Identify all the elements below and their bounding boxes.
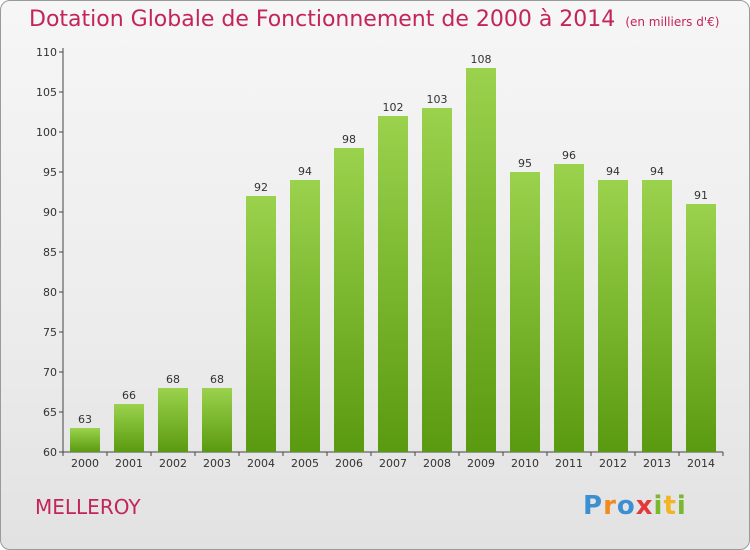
value-label-2014: 91 <box>694 189 708 202</box>
x-tick-label-2014: 2014 <box>687 457 715 470</box>
proxiti-logo: Proxiti <box>583 491 687 521</box>
x-tick-label-2000: 2000 <box>71 457 99 470</box>
bar-2004 <box>246 196 276 452</box>
x-tick-label-2005: 2005 <box>291 457 319 470</box>
value-label-2007: 102 <box>383 101 404 114</box>
value-label-2000: 63 <box>78 413 92 426</box>
x-tick-label-2001: 2001 <box>115 457 143 470</box>
value-label-2004: 92 <box>254 181 268 194</box>
bar-2005 <box>290 180 320 452</box>
bar-2007 <box>378 116 408 452</box>
value-label-2011: 96 <box>562 149 576 162</box>
value-label-2010: 95 <box>518 157 532 170</box>
x-tick-label-2007: 2007 <box>379 457 407 470</box>
x-tick-label-2013: 2013 <box>643 457 671 470</box>
chart-title: Dotation Globale de Fonctionnement de 20… <box>29 7 719 32</box>
x-tick-label-2004: 2004 <box>247 457 275 470</box>
y-tick-label: 70 <box>43 366 57 379</box>
x-tick-label-2012: 2012 <box>599 457 627 470</box>
x-tick-label-2006: 2006 <box>335 457 363 470</box>
y-tick-label: 105 <box>36 86 57 99</box>
bar-2011 <box>554 164 584 452</box>
x-tick-label-2002: 2002 <box>159 457 187 470</box>
x-tick-label-2009: 2009 <box>467 457 495 470</box>
value-label-2003: 68 <box>210 373 224 386</box>
bar-2013 <box>642 180 672 452</box>
y-tick-label: 85 <box>43 246 57 259</box>
x-tick-label-2010: 2010 <box>511 457 539 470</box>
chart-title-unit: (en milliers d'€) <box>625 15 720 29</box>
x-tick-label-2011: 2011 <box>555 457 583 470</box>
y-tick-label: 60 <box>43 446 57 459</box>
value-label-2006: 98 <box>342 133 356 146</box>
bar-2001 <box>114 404 144 452</box>
value-label-2005: 94 <box>298 165 312 178</box>
x-tick-label-2008: 2008 <box>423 457 451 470</box>
chart-title-main: Dotation Globale de Fonctionnement de 20… <box>29 7 616 32</box>
bar-2002 <box>158 388 188 452</box>
y-tick-label: 80 <box>43 286 57 299</box>
value-label-2013: 94 <box>650 165 664 178</box>
x-tick-label-2003: 2003 <box>203 457 231 470</box>
commune-name: MELLEROY <box>35 495 141 519</box>
y-tick-label: 90 <box>43 206 57 219</box>
value-label-2008: 103 <box>427 93 448 106</box>
value-label-2012: 94 <box>606 165 620 178</box>
bar-2012 <box>598 180 628 452</box>
bar-2010 <box>510 172 540 452</box>
bar-2003 <box>202 388 232 452</box>
bar-2000 <box>70 428 100 452</box>
value-label-2001: 66 <box>122 389 136 402</box>
y-tick-label: 100 <box>36 126 57 139</box>
bar-2009 <box>466 68 496 452</box>
y-tick-label: 110 <box>36 46 57 59</box>
bar-2006 <box>334 148 364 452</box>
value-label-2002: 68 <box>166 373 180 386</box>
y-tick-label: 65 <box>43 406 57 419</box>
y-tick-label: 75 <box>43 326 57 339</box>
value-label-2009: 108 <box>471 53 492 66</box>
y-tick-label: 95 <box>43 166 57 179</box>
bar-2014 <box>686 204 716 452</box>
bar-2008 <box>422 108 452 452</box>
